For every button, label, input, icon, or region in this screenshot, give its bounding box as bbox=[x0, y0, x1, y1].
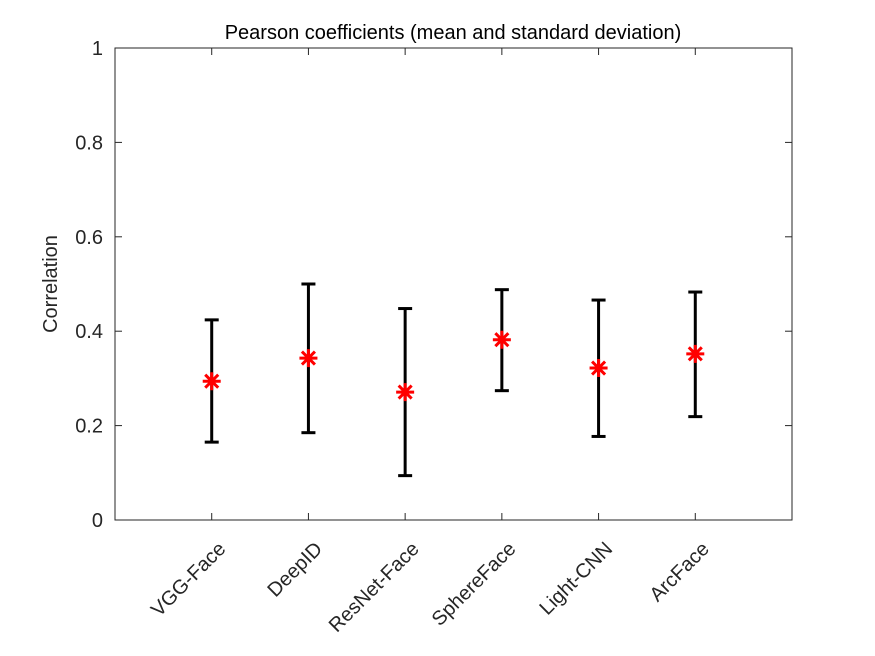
axes-box bbox=[114, 47, 793, 521]
chart-title: Pearson coefficients (mean and standard … bbox=[225, 22, 682, 44]
y-tick-label: 0 bbox=[92, 510, 103, 532]
mean-marker bbox=[492, 330, 511, 349]
mean-marker bbox=[686, 344, 705, 363]
mean-marker bbox=[396, 383, 415, 402]
y-tick-label: 1 bbox=[92, 38, 103, 60]
y-tick-label: 0.8 bbox=[75, 132, 103, 154]
mean-marker bbox=[202, 372, 221, 391]
y-axis-label: Correlation bbox=[40, 235, 62, 333]
y-tick-label: 0.2 bbox=[75, 416, 103, 438]
mean-marker bbox=[299, 349, 318, 368]
y-tick-label: 0.6 bbox=[75, 227, 103, 249]
y-tick-label: 0.4 bbox=[75, 321, 103, 343]
mean-marker bbox=[589, 359, 608, 378]
